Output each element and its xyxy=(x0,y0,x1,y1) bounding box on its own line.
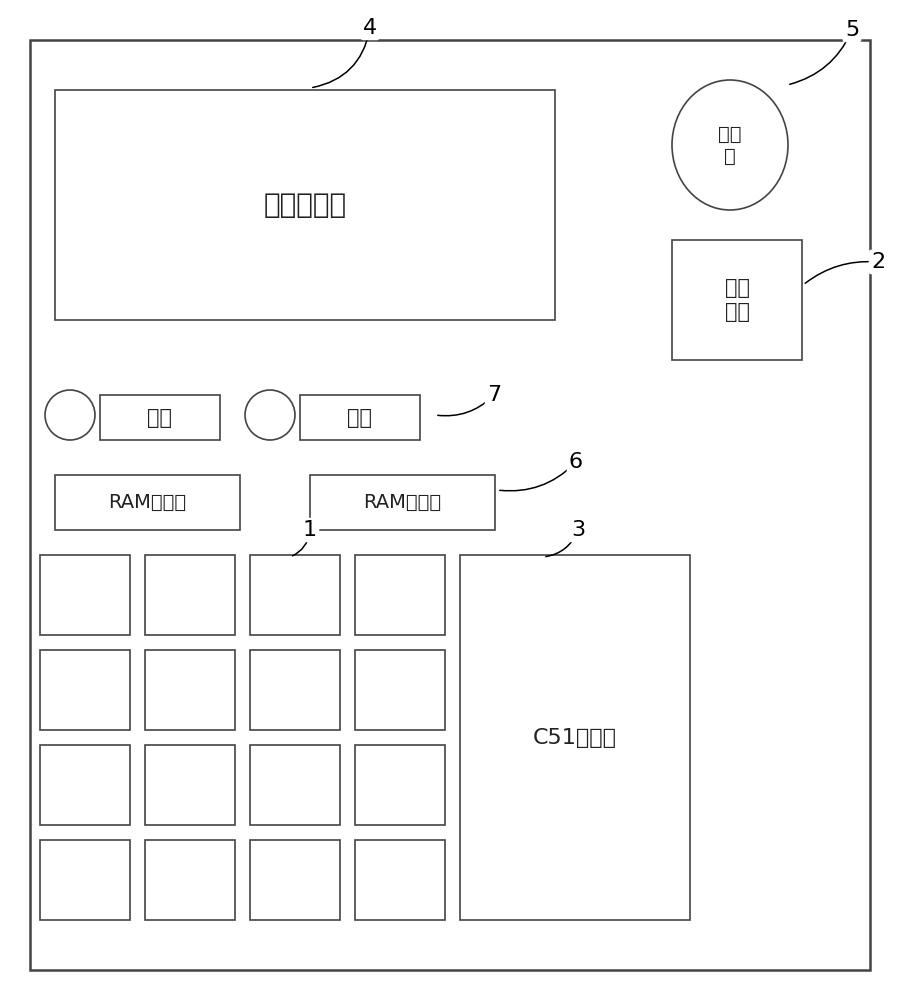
Text: 1: 1 xyxy=(303,520,317,540)
Bar xyxy=(355,650,445,730)
Bar xyxy=(355,745,445,825)
Bar xyxy=(40,650,130,730)
Bar xyxy=(250,650,340,730)
Bar xyxy=(145,650,235,730)
Bar xyxy=(145,745,235,825)
Text: 蜂鸣
器: 蜂鸣 器 xyxy=(718,124,742,165)
Circle shape xyxy=(45,390,95,440)
Bar xyxy=(100,395,220,440)
Bar xyxy=(55,90,555,320)
Bar xyxy=(300,395,420,440)
Text: RAM存储器: RAM存储器 xyxy=(109,493,187,512)
Text: 3: 3 xyxy=(571,520,585,540)
Bar xyxy=(672,240,802,360)
Bar xyxy=(145,840,235,920)
Bar xyxy=(355,840,445,920)
Text: 按键: 按键 xyxy=(148,408,172,428)
Bar xyxy=(145,555,235,635)
Text: 电源
模块: 电源 模块 xyxy=(725,278,749,322)
Bar xyxy=(250,840,340,920)
Bar xyxy=(355,555,445,635)
Bar xyxy=(310,475,495,530)
Bar xyxy=(250,745,340,825)
Bar xyxy=(40,745,130,825)
Text: RAM存储器: RAM存储器 xyxy=(363,493,441,512)
Circle shape xyxy=(245,390,295,440)
Text: 液晶显示器: 液晶显示器 xyxy=(264,191,347,219)
Bar xyxy=(40,840,130,920)
Text: 按键: 按键 xyxy=(348,408,372,428)
Bar xyxy=(40,555,130,635)
Text: 4: 4 xyxy=(363,18,377,38)
Ellipse shape xyxy=(672,80,788,210)
Text: 6: 6 xyxy=(569,452,583,472)
Text: C51单片机: C51单片机 xyxy=(533,728,617,748)
Bar xyxy=(250,555,340,635)
Bar xyxy=(55,475,240,530)
Bar xyxy=(460,555,690,920)
Text: 7: 7 xyxy=(487,385,501,405)
Text: 5: 5 xyxy=(845,20,859,40)
Text: 2: 2 xyxy=(871,252,885,272)
